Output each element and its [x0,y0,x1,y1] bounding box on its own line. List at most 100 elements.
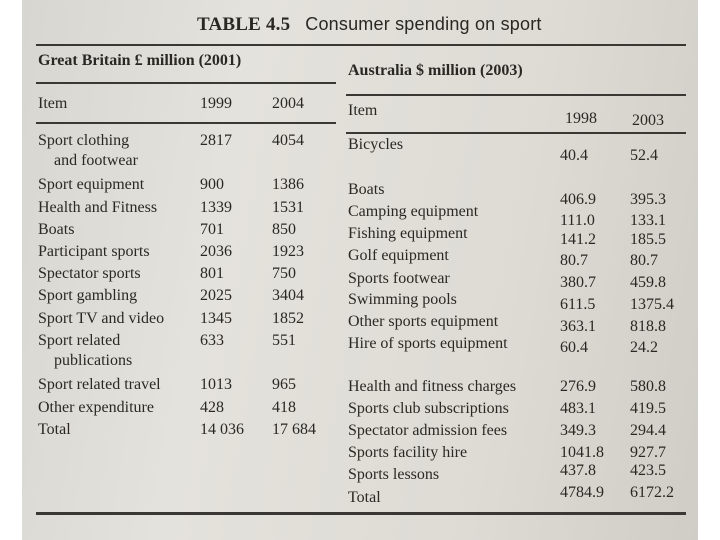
gb-row-1999: 14 036 [200,421,244,438]
gb-row-1999: 701 [200,221,224,238]
gb-row-1999: 2036 [200,243,232,260]
gb-row-2004: 1923 [272,243,304,260]
gb-col-1999: 1999 [200,95,232,112]
au-row-2003: 423.5 [630,462,666,479]
table-caption: Consumer spending on sport [305,14,542,34]
au-row-item: Swimming pools [348,291,457,308]
au-row-2003: 419.5 [630,400,666,417]
gb-heading: Great Britain £ million (2001) [38,52,242,69]
gb-row-item-cont: publications [54,352,133,369]
au-row-item: Bicycles [348,136,404,153]
au-row-1998: 141.2 [560,231,596,248]
au-row-item: Total [348,489,381,506]
au-row-2003: 927.7 [630,444,666,461]
table-number: TABLE 4.5 [197,14,291,35]
gb-row-1999: 1339 [200,199,232,216]
gb-row-1999: 1013 [200,376,232,393]
au-row-item: Golf equipment [348,247,449,264]
au-row-1998: 276.9 [560,378,596,395]
au-row-2003: 459.8 [630,274,666,291]
au-row-1998: 363.1 [560,318,596,335]
gb-row-1999: 428 [200,399,224,416]
au-row-1998: 437.8 [560,462,596,479]
au-row-2003: 80.7 [630,252,658,269]
gb-row-item: Sport related travel [38,376,161,393]
au-row-item: Camping equipment [348,203,479,220]
gb-row-1999: 633 [200,332,224,349]
au-row-item: Sports footwear [348,270,450,287]
gb-row-item: Sport equipment [38,176,145,193]
au-heading-rule [346,94,686,96]
book-page: TABLE 4.5 Consumer spending on sport Gre… [22,0,698,540]
au-row-1998: 483.1 [560,400,596,417]
gb-row-1999: 1345 [200,310,232,327]
au-row-item: Fishing equipment [348,225,468,242]
gb-row-item-cont: and footwear [54,152,138,169]
gb-row-item: Boats [38,221,75,238]
au-row-item: Sports facility hire [348,444,468,461]
au-row-2003: 818.8 [630,318,666,335]
au-row-1998: 80.7 [560,252,588,269]
au-row-item: Hire of sports equipment [348,335,508,352]
au-row-1998: 611.5 [560,296,596,313]
au-row-2003: 395.3 [630,191,666,208]
au-row-2003: 294.4 [630,422,666,439]
au-row-1998: 349.3 [560,422,596,439]
au-col-2003: 2003 [632,112,664,129]
au-row-1998: 406.9 [560,191,596,208]
gb-row-item: Health and Fitness [38,199,158,216]
au-row-1998: 1041.8 [560,444,604,461]
au-row-2003: 6172.2 [630,484,674,501]
gb-row-2004: 750 [272,265,296,282]
gb-row-2004: 1852 [272,310,304,327]
au-row-1998: 40.4 [560,147,588,164]
gb-row-item: Total [38,421,71,438]
au-heading: Australia $ million (2003) [348,62,523,79]
au-row-1998: 60.4 [560,339,588,356]
au-row-1998: 380.7 [560,274,596,291]
gb-row-item: Sport clothing [38,132,130,149]
au-col-1998: 1998 [565,110,597,127]
gb-row-2004: 4054 [272,132,304,149]
au-row-2003: 24.2 [630,339,658,356]
gb-header-rule [36,122,336,124]
gb-row-item: Sport gambling [38,287,138,304]
gb-col-item: Item [38,95,68,112]
gb-row-2004: 1531 [272,199,304,216]
gb-row-2004: 965 [272,376,296,393]
gb-row-item: Other expenditure [38,399,154,416]
top-rule [36,44,686,46]
gb-row-1999: 801 [200,265,224,282]
gb-row-1999: 2817 [200,132,232,149]
bottom-rule [36,512,686,515]
au-row-item: Sports club subscriptions [348,400,509,417]
gb-row-item: Spectator sports [38,265,141,282]
gb-col-2004: 2004 [272,95,304,112]
au-row-item: Spectator admission fees [348,422,508,439]
gb-row-2004: 551 [272,332,296,349]
au-row-1998: 111.0 [560,212,595,229]
gb-row-2004: 850 [272,221,296,238]
gb-heading-rule [36,82,336,84]
au-col-item: Item [348,102,378,119]
gb-row-2004: 17 684 [272,421,316,438]
gb-row-item: Participant sports [38,243,150,260]
au-row-1998: 4784.9 [560,484,604,501]
gb-row-item: Sport TV and video [38,310,165,327]
au-row-2003: 1375.4 [630,296,674,313]
au-header-rule [346,132,686,134]
au-row-2003: 580.8 [630,378,666,395]
gb-row-2004: 1386 [272,176,304,193]
au-row-2003: 185.5 [630,231,666,248]
au-row-item: Health and fitness charges [348,378,517,395]
gb-row-1999: 900 [200,176,224,193]
gb-row-2004: 3404 [272,287,304,304]
au-row-item: Boats [348,181,385,198]
table-title: TABLE 4.5 Consumer spending on sport [197,14,542,36]
au-row-item: Other sports equipment [348,313,499,330]
au-row-item: Sports lessons [348,466,440,483]
gb-row-2004: 418 [272,399,296,416]
au-row-2003: 133.1 [630,212,666,229]
gb-row-item: Sport related [38,332,121,349]
gb-row-1999: 2025 [200,287,232,304]
